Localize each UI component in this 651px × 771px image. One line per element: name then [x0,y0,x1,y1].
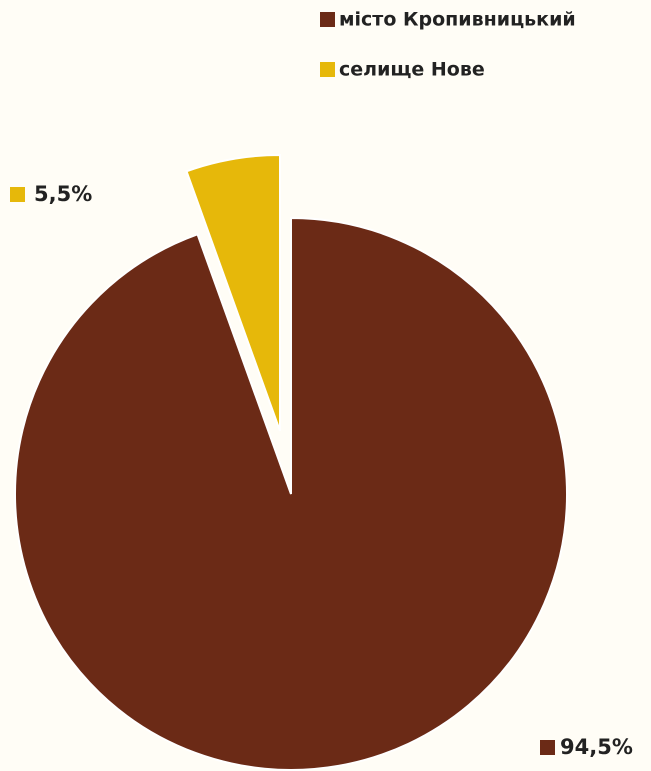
legend-label: селище Нове [339,59,485,81]
chart: 94,5% 5,5% місто Кропивницький селище Нове [0,0,651,771]
legend-label: місто Кропивницький [339,9,576,31]
label-marker [540,740,555,755]
pie-slice [15,218,567,770]
legend-marker [320,12,335,27]
label-marker [10,187,25,202]
legend-marker [320,62,335,77]
value-label: 94,5% [560,735,633,759]
value-label: 5,5% [34,182,92,206]
